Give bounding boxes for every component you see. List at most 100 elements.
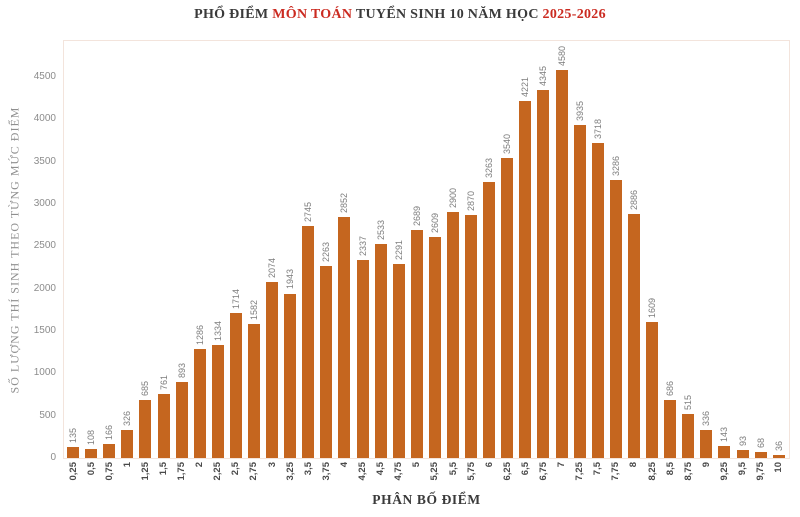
bar-slot: 3718 xyxy=(589,119,607,458)
x-tick-slot: 8 xyxy=(625,462,643,467)
x-tick-label: 1,25 xyxy=(139,462,151,481)
bar-slot: 143 xyxy=(715,427,733,458)
bar xyxy=(465,215,478,458)
bar xyxy=(356,260,369,458)
bar-slot: 2886 xyxy=(625,190,643,458)
y-tick-label: 3500 xyxy=(33,155,56,167)
x-tick-label: 4,25 xyxy=(357,462,369,481)
bar xyxy=(211,345,224,458)
x-tick-label: 3,25 xyxy=(284,462,296,481)
x-tick-label: 0,25 xyxy=(67,462,79,481)
x-tick-label: 5,25 xyxy=(429,462,441,481)
bar-slot: 166 xyxy=(100,425,118,458)
bar-value-label: 2689 xyxy=(411,206,422,227)
x-tick-label: 8,5 xyxy=(664,462,676,476)
bar-slot: 2263 xyxy=(317,242,335,458)
x-tick-label: 2,25 xyxy=(212,462,224,481)
bar-value-label: 2533 xyxy=(375,219,386,240)
bar-value-label: 3935 xyxy=(574,100,585,121)
y-tick-label: 500 xyxy=(39,409,56,421)
bar-value-label: 2337 xyxy=(357,236,368,257)
x-tick-slot: 9,5 xyxy=(733,462,751,475)
x-tick-label: 10 xyxy=(773,462,785,473)
bar-value-label: 2870 xyxy=(466,190,477,212)
bar xyxy=(718,445,731,458)
bar-value-label: 143 xyxy=(719,426,730,442)
x-tick-label: 6,75 xyxy=(537,462,549,481)
bar-slot: 1714 xyxy=(227,289,245,458)
title-part-pho-diem: PHỔ ĐIỂM xyxy=(194,7,273,22)
bar-slot: 2291 xyxy=(390,240,408,458)
bar xyxy=(193,349,206,458)
y-tick-label: 4000 xyxy=(33,113,56,125)
x-tick-slot: 4,5 xyxy=(372,462,390,475)
bar xyxy=(501,158,514,458)
bar xyxy=(682,414,695,458)
x-tick-slot: 2,75 xyxy=(245,462,263,481)
bar xyxy=(103,443,116,458)
bar-value-label: 1714 xyxy=(230,288,241,309)
x-tick-label: 1 xyxy=(121,462,133,468)
bar-slot: 2689 xyxy=(408,206,426,458)
bar-value-label: 893 xyxy=(176,363,187,379)
bar-value-label: 1334 xyxy=(212,321,223,342)
x-tick-slot: 8,5 xyxy=(661,462,679,475)
x-tick-slot: 6,5 xyxy=(516,462,534,475)
x-tick-slot: 6 xyxy=(480,462,498,467)
bar-slot: 4580 xyxy=(553,46,571,458)
bar-value-label: 93 xyxy=(737,436,748,447)
bar-slot: 2852 xyxy=(335,193,353,458)
bar-slot: 1582 xyxy=(245,300,263,458)
bar-value-label: 1582 xyxy=(248,300,259,321)
bar-value-label: 1286 xyxy=(194,325,205,346)
x-tick-label: 7,75 xyxy=(610,462,622,481)
x-tick-slot: 7,25 xyxy=(571,462,589,481)
x-axis-ticks: 0,25 0,5 0,75 1 1,25 1,5 1,75 2 2,25 2,5 2,75 3 3,25… xyxy=(64,462,788,481)
bar-slot: 2870 xyxy=(462,191,480,458)
x-tick-label: 6,25 xyxy=(501,462,513,481)
chart-title: PHỔ ĐIỂM MÔN TOÁN TUYỂN SINH 10 NĂM HỌC … xyxy=(0,7,800,23)
x-tick-label: 4 xyxy=(338,462,350,468)
x-tick-label: 2,5 xyxy=(230,462,242,476)
bar-value-label: 68 xyxy=(755,438,766,449)
bar-slot: 1943 xyxy=(281,269,299,458)
bar-slot: 515 xyxy=(679,395,697,458)
bar xyxy=(67,446,80,458)
bar-value-label: 166 xyxy=(104,424,115,440)
x-tick-slot: 9 xyxy=(697,462,715,467)
bar-value-label: 3263 xyxy=(484,157,495,178)
bar-value-label: 761 xyxy=(158,374,169,390)
bar xyxy=(157,393,170,458)
x-tick-slot: 8,25 xyxy=(643,462,661,481)
bar-value-label: 685 xyxy=(140,380,151,397)
x-tick-label: 5,5 xyxy=(447,462,459,476)
bar-slot: 93 xyxy=(733,436,751,458)
x-tick-label: 9,75 xyxy=(755,462,767,481)
title-part-year: 2025-2026 xyxy=(542,7,606,22)
bar xyxy=(700,429,713,458)
bar xyxy=(284,293,297,458)
x-tick-slot: 6,75 xyxy=(534,462,552,481)
bar-slot: 3935 xyxy=(571,101,589,458)
x-tick-label: 1,75 xyxy=(176,462,188,481)
bar xyxy=(483,181,496,458)
x-tick-slot: 5 xyxy=(408,462,426,467)
y-axis-title: SỐ LƯỢNG THÍ SINH THEO TỪNG MỨC ĐIỂM xyxy=(7,106,22,394)
x-tick-slot: 0,5 xyxy=(82,462,100,475)
x-tick-slot: 2 xyxy=(191,462,209,467)
bar xyxy=(591,143,604,458)
bar-slot: 68 xyxy=(752,438,770,458)
bar xyxy=(320,266,333,458)
bar-slot: 2533 xyxy=(372,220,390,458)
x-tick-slot: 0,75 xyxy=(100,462,118,481)
bar-value-label: 3718 xyxy=(592,119,603,140)
x-tick-label: 3 xyxy=(266,462,278,468)
x-tick-label: 6,5 xyxy=(519,462,531,476)
bar-value-label: 4580 xyxy=(556,46,567,67)
bar xyxy=(175,382,188,458)
bar-value-label: 2886 xyxy=(628,189,639,210)
bar-value-label: 2291 xyxy=(393,240,404,261)
bar xyxy=(302,225,315,458)
title-part-mon-toan: MÔN TOÁN xyxy=(272,7,353,22)
bar-value-label: 686 xyxy=(665,380,676,396)
